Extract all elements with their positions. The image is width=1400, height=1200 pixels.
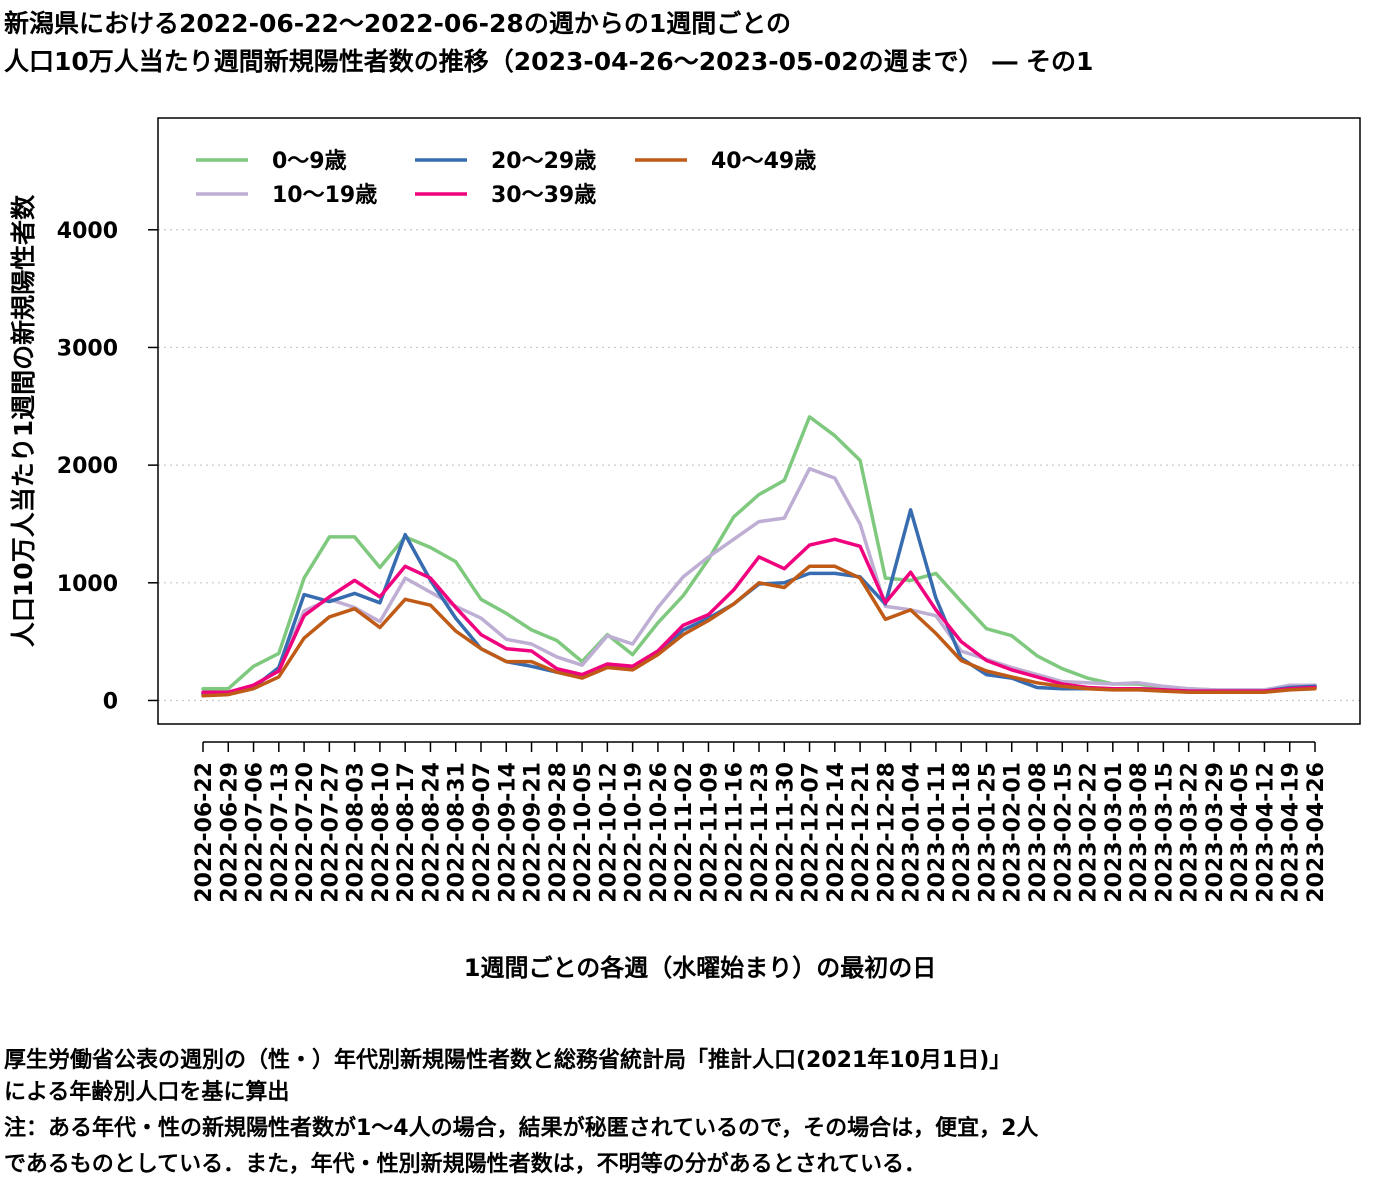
plot-frame	[157, 117, 1361, 725]
x-tick-label-2022-10-12: 2022-10-12	[596, 762, 621, 903]
x-tick-label-2022-12-07: 2022-12-07	[799, 762, 824, 903]
legend-label-4: 40〜49歳	[711, 149, 816, 174]
x-tick-label-2022-12-21: 2022-12-21	[849, 762, 874, 903]
x-tick-label-2023-03-22: 2023-03-22	[1178, 762, 1203, 903]
x-tick-label-2023-01-25: 2023-01-25	[975, 762, 1000, 903]
y-tick-label-4000: 4000	[57, 219, 118, 244]
x-tick-label-2022-11-02: 2022-11-02	[672, 762, 697, 903]
x-tick-label-2023-04-26: 2023-04-26	[1304, 762, 1329, 903]
x-tick-label-2023-03-15: 2023-03-15	[1152, 762, 1177, 903]
x-tick-label-2023-01-18: 2023-01-18	[950, 762, 975, 903]
x-axis: 2022-06-22 2022-06-29 2022-07-06 2022-07-13…	[192, 741, 1329, 903]
series-lines	[201, 415, 1317, 698]
gridlines	[158, 229, 1360, 702]
x-tick-label-2022-10-26: 2022-10-26	[647, 762, 672, 903]
x-tick-label-2023-01-11: 2023-01-11	[925, 762, 950, 903]
x-tick-label-2022-08-10: 2022-08-10	[369, 762, 394, 903]
x-tick-label-2023-04-19: 2023-04-19	[1279, 762, 1304, 903]
x-tick-label-2022-08-31: 2022-08-31	[445, 762, 470, 903]
y-tick-label-1000: 1000	[57, 572, 118, 597]
x-tick-label-2022-10-05: 2022-10-05	[571, 762, 596, 903]
x-tick-label-2022-08-24: 2022-08-24	[419, 762, 444, 903]
legend-label-3: 30〜39歳	[491, 183, 596, 208]
x-tick-label-2022-09-07: 2022-09-07	[470, 762, 495, 903]
x-tick-label-2022-06-22: 2022-06-22	[192, 762, 217, 903]
x-tick-label-2022-08-03: 2022-08-03	[344, 762, 369, 903]
series-line-0	[201, 415, 1317, 693]
y-tick-label-2000: 2000	[57, 454, 118, 479]
legend-label-1: 10〜19歳	[272, 183, 377, 208]
x-tick-label-2022-06-29: 2022-06-29	[217, 762, 242, 903]
x-tick-label-2023-02-22: 2023-02-22	[1077, 762, 1102, 903]
x-tick-label-2023-02-15: 2023-02-15	[1051, 762, 1076, 903]
chart-title-line2: 人口10万人当たり週間新規陽性者数の推移（2023-04-26〜2023-05-…	[4, 47, 1094, 76]
legend-label-0: 0〜9歳	[272, 149, 347, 174]
x-tick-label-2023-03-01: 2023-03-01	[1102, 762, 1127, 903]
x-tick-label-2022-12-28: 2022-12-28	[874, 762, 899, 903]
x-tick-label-2023-02-08: 2023-02-08	[1026, 762, 1051, 903]
source-note-line1: 厚生労働省公表の週別の（性・）年代別新規陽性者数と総務省統計局「推計人口(202…	[4, 1048, 1012, 1073]
x-tick-label-2022-09-14: 2022-09-14	[495, 762, 520, 903]
x-tick-label-2022-11-23: 2022-11-23	[748, 762, 773, 903]
series-line-2	[201, 508, 1317, 696]
x-tick-label-2022-10-19: 2022-10-19	[622, 762, 647, 903]
series-line-4	[201, 564, 1317, 698]
x-tick-label-2023-01-04: 2023-01-04	[900, 762, 925, 903]
x-tick-label-2022-07-13: 2022-07-13	[268, 762, 293, 903]
source-note-line2: による年齢別人口を基に算出	[4, 1080, 290, 1105]
y-axis: 0 1000 2000 3000 4000	[57, 219, 158, 714]
x-tick-label-2022-09-28: 2022-09-28	[546, 762, 571, 903]
x-tick-label-2022-12-14: 2022-12-14	[824, 762, 849, 903]
legend-label-2: 20〜29歳	[491, 149, 596, 174]
footnote-line2: であるものとしている．また，年代・性別新規陽性者数は，不明等の分があるとされてい…	[4, 1152, 927, 1177]
x-tick-label-2023-04-12: 2023-04-12	[1253, 762, 1278, 903]
x-tick-label-2023-04-05: 2023-04-05	[1228, 762, 1253, 903]
x-tick-label-2023-03-08: 2023-03-08	[1127, 762, 1152, 903]
x-tick-label-2022-07-20: 2022-07-20	[293, 762, 318, 903]
x-tick-label-2022-07-27: 2022-07-27	[318, 762, 343, 903]
y-axis-label: 人口10万人当たり1週間の新規陽性者数	[9, 194, 38, 647]
x-tick-label-2023-03-29: 2023-03-29	[1203, 762, 1228, 903]
y-tick-label-0: 0	[103, 689, 118, 714]
x-tick-label-2022-07-06: 2022-07-06	[243, 762, 268, 903]
x-tick-label-2023-02-01: 2023-02-01	[1001, 762, 1026, 903]
x-tick-label-2022-09-21: 2022-09-21	[521, 762, 546, 903]
footnote-line1: 注：ある年代・性の新規陽性者数が1〜4人の場合，結果が秘匿されているので，その場…	[4, 1116, 1039, 1141]
legend: 0〜9歳 10〜19歳 20〜29歳 30〜39歳 40〜49歳	[196, 149, 816, 208]
x-tick-label-2022-08-17: 2022-08-17	[394, 762, 419, 903]
series-line-1	[201, 466, 1317, 696]
chart-title-line1: 新潟県における2022-06-22〜2022-06-28の週からの1週間ごとの	[4, 9, 791, 38]
x-tick-label-2022-11-30: 2022-11-30	[773, 762, 798, 903]
x-tick-label-2022-11-16: 2022-11-16	[723, 762, 748, 903]
y-tick-label-3000: 3000	[57, 336, 118, 361]
x-tick-label-2022-11-09: 2022-11-09	[697, 762, 722, 903]
x-axis-label: 1週間ごとの各週（水曜始まり）の最初の日	[463, 954, 937, 982]
